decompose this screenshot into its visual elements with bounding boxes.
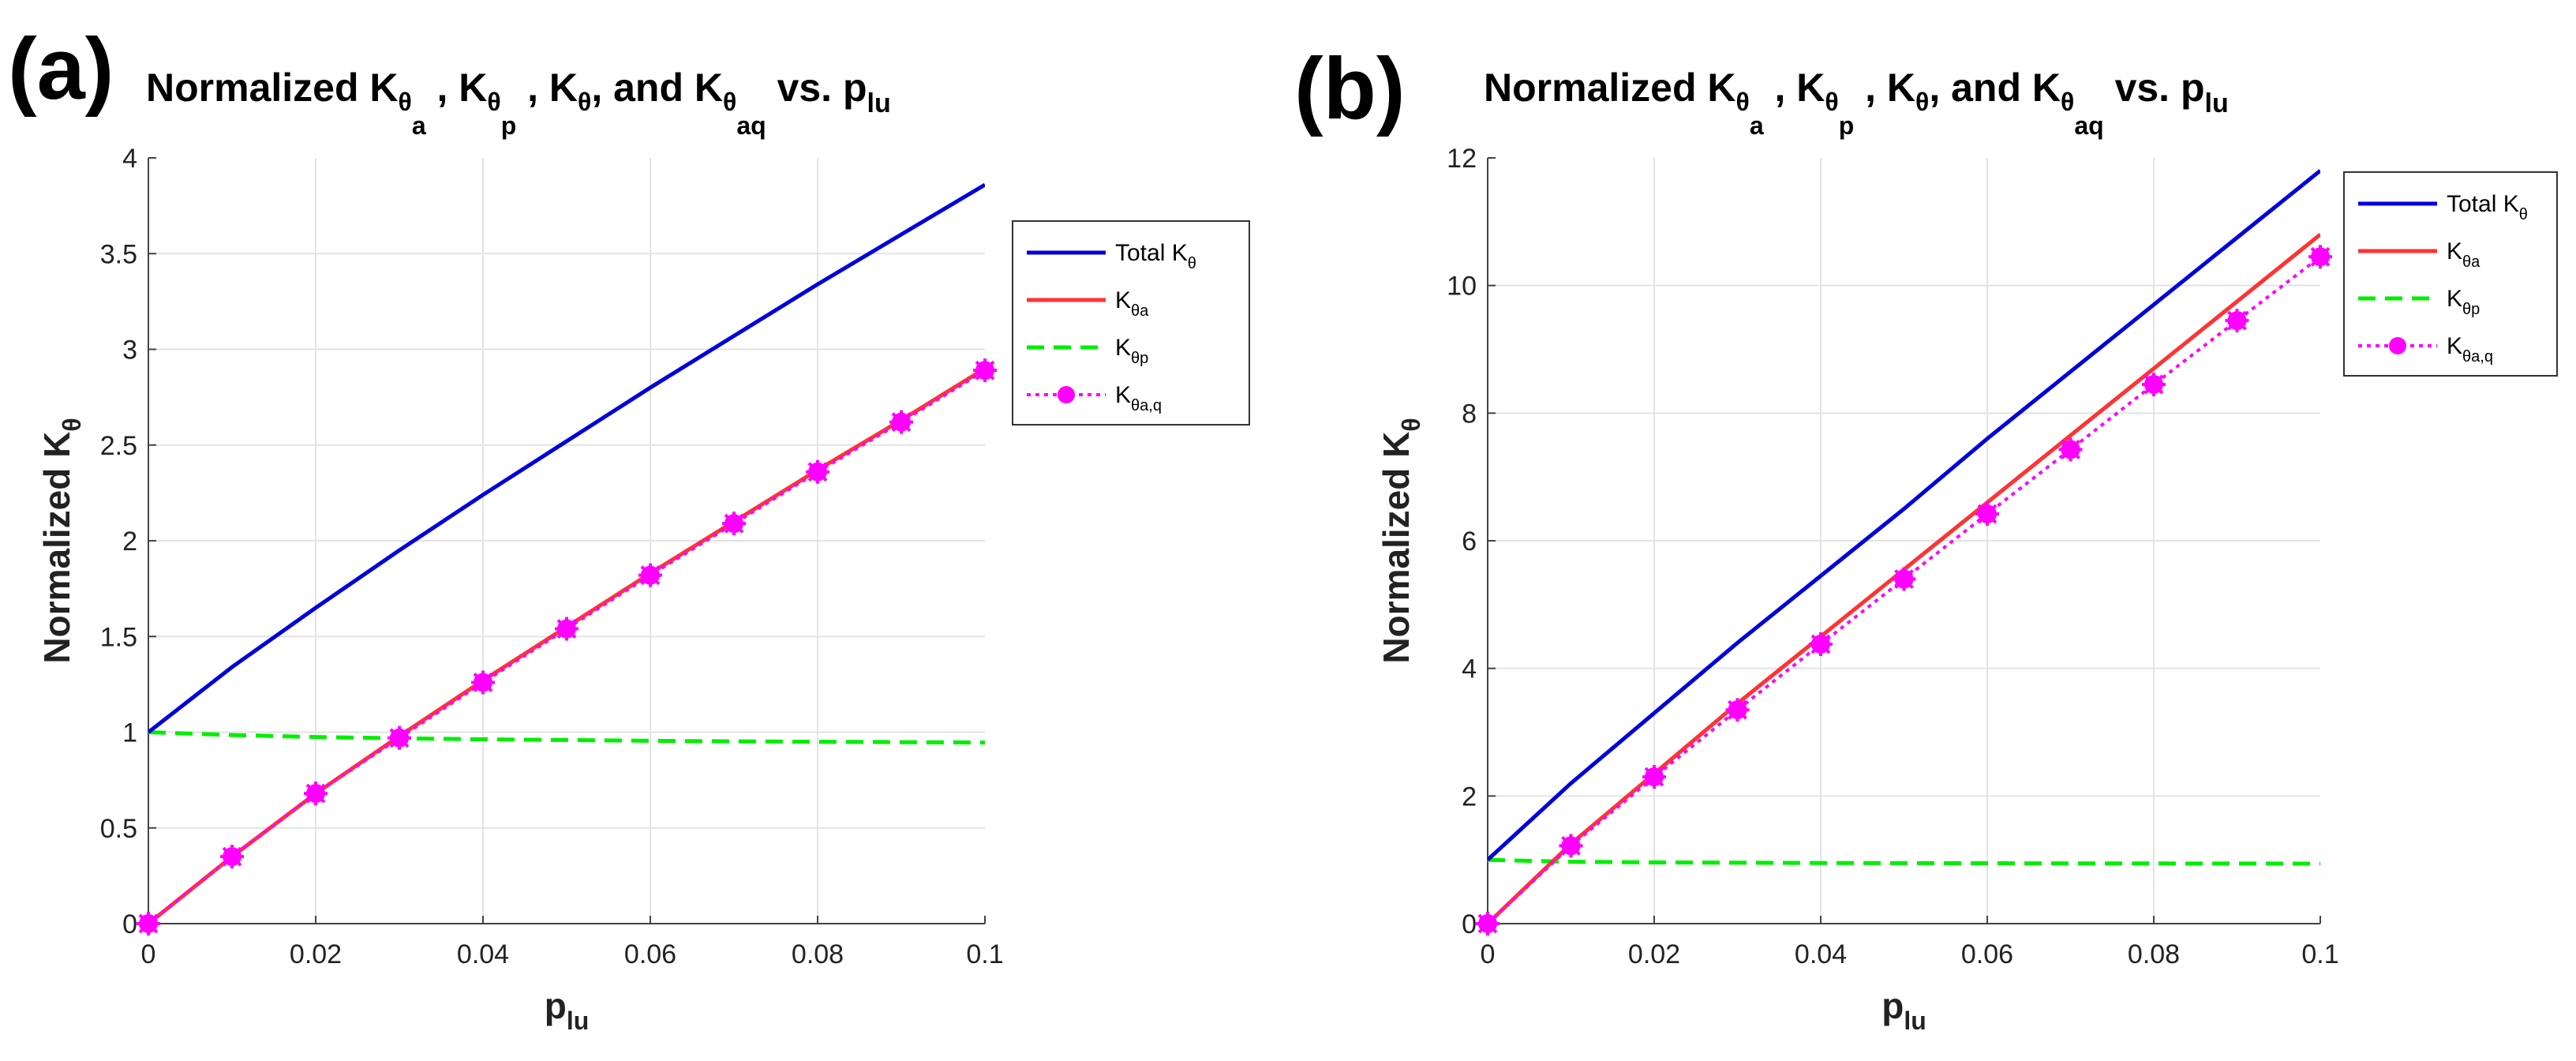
x-tick-label: 0.06 [624, 939, 676, 969]
series-marker-star [1975, 502, 1999, 527]
series-marker-star [806, 459, 829, 484]
x-tick-label: 0.1 [2301, 939, 2338, 969]
panel-label: (b) [1294, 40, 1405, 137]
x-tick-label: 0 [141, 939, 156, 969]
series-marker-star [889, 410, 913, 434]
x-tick-label: 0.1 [966, 939, 1003, 969]
chart-title: Normalized Kθa , Kθp , Kθ, and Kθaq vs. … [1484, 66, 2229, 140]
legend-marker [2389, 337, 2406, 354]
legend-label-3: Kθa,q [2447, 333, 2493, 366]
series-marker-star [2058, 437, 2083, 462]
x-tick-label: 0 [1481, 939, 1496, 969]
series-marker-star [722, 512, 746, 536]
y-tick-label: 2.5 [100, 431, 137, 461]
series-marker-star [137, 912, 160, 935]
legend-label-1: Kθa [1115, 287, 1149, 320]
x-tick-label: 0.06 [1961, 939, 2013, 969]
y-tick-label: 0 [122, 909, 137, 939]
series-marker-star [1642, 765, 1666, 789]
legend-label-3: Kθa,q [1115, 382, 1162, 414]
y-tick-label: 4 [122, 144, 137, 174]
series-marker-star [973, 358, 997, 383]
x-tick-label: 0.04 [457, 939, 509, 969]
series-line-2 [148, 730, 985, 745]
legend-label-0: Total Kθ [2447, 191, 2528, 223]
series-line-0 [1488, 169, 2320, 862]
series-line-0 [148, 182, 985, 734]
y-tick-label: 1.5 [100, 622, 137, 652]
x-axis-label: plu [545, 985, 590, 1035]
series-marker-star [1476, 912, 1500, 935]
panel-b: (b) Normalized Kθa , Kθp , Kθ, and Kθaq v… [1294, 40, 2558, 1035]
x-tick-label: 0.04 [1795, 939, 1847, 969]
y-tick-label: 2 [122, 527, 137, 557]
y-tick-label: 0.5 [100, 814, 137, 844]
y-tick-label: 3 [122, 336, 137, 366]
series-marker-star [1809, 632, 1833, 656]
series-marker-star [1559, 834, 1583, 858]
series-marker-star [388, 725, 411, 750]
legend-label-2: Kθp [1115, 335, 1148, 367]
series-marker-star [220, 845, 244, 869]
y-tick-label: 0 [1462, 909, 1477, 939]
series-marker-star [1725, 698, 1750, 722]
series-marker-star [638, 563, 662, 587]
legend-box [1012, 220, 1250, 426]
y-axis-label: Normalized Kθ [1376, 418, 1425, 663]
y-tick-label: 12 [1447, 144, 1477, 174]
chart-title: Normalized Kθa , Kθp , Kθ, and Kθaq vs. … [146, 66, 891, 140]
x-tick-label: 0.02 [1628, 939, 1680, 969]
y-tick-label: 8 [1462, 399, 1477, 429]
legend: Total Kθ Kθa Kθp Kθa,q [2343, 171, 2558, 377]
x-tick-label: 0.02 [290, 939, 342, 969]
panel-a: (a) Normalized Kθa , Kθp , Kθ, and Kθaq v… [8, 21, 1250, 1035]
series-line-2 [1488, 857, 2320, 866]
series-line-3 [148, 369, 985, 924]
y-axis-label: Normalized Kθ [36, 418, 86, 663]
legend-label-0: Total Kθ [1115, 240, 1196, 272]
series-marker-star [2308, 245, 2332, 269]
series-marker-star [2225, 309, 2249, 333]
x-tick-label: 0.08 [792, 939, 844, 969]
series-marker-star [2142, 372, 2166, 396]
x-axis-label: plu [1881, 985, 1926, 1035]
legend-marker [1058, 386, 1075, 403]
series-marker-star [304, 782, 328, 806]
series-marker-star [1892, 567, 1916, 591]
series-marker-star [555, 617, 578, 641]
legend-label-2: Kθp [2447, 286, 2480, 318]
y-tick-label: 4 [1462, 654, 1477, 684]
y-tick-label: 1 [122, 718, 137, 748]
panel-label: (a) [8, 21, 114, 118]
y-tick-label: 3.5 [100, 239, 137, 269]
legend-label-1: Kθa [2447, 238, 2481, 271]
y-tick-label: 2 [1462, 782, 1477, 812]
x-tick-label: 0.08 [2128, 939, 2180, 969]
y-tick-label: 6 [1462, 527, 1477, 557]
y-tick-label: 10 [1447, 272, 1477, 302]
legend-box [2343, 171, 2558, 377]
series-marker-star [471, 670, 495, 695]
legend: Total Kθ Kθa Kθp Kθa,q [1012, 220, 1250, 426]
